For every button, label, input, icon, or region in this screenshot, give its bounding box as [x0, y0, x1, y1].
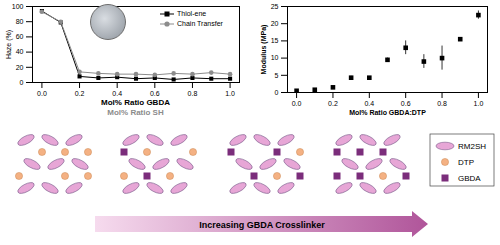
- svg-text:0.4: 0.4: [112, 90, 122, 97]
- svg-text:80: 80: [16, 18, 24, 25]
- svg-text:0.6: 0.6: [150, 90, 160, 97]
- svg-text:0: 0: [20, 79, 24, 86]
- svg-text:0.2: 0.2: [328, 100, 338, 107]
- svg-text:0.6: 0.6: [401, 100, 411, 107]
- svg-text:Increasing GBDA Crosslinker: Increasing GBDA Crosslinker: [199, 220, 325, 230]
- svg-text:60: 60: [16, 33, 24, 40]
- svg-text:Mol% Ratio GBDA:DTP: Mol% Ratio GBDA:DTP: [349, 109, 426, 116]
- svg-text:20: 20: [271, 20, 279, 27]
- html-text:Chain Transfer: Chain Transfer: [177, 20, 223, 27]
- svg-text:100: 100: [12, 3, 24, 10]
- svg-text:5: 5: [275, 72, 279, 79]
- html-text:Thiol-ene: Thiol-ene: [177, 10, 207, 17]
- svg-text:0: 0: [275, 89, 279, 96]
- svg-text:GBDA: GBDA: [458, 174, 481, 183]
- html-text:Mol% Ratio GBDA: Mol% Ratio GBDA: [101, 98, 170, 107]
- svg-text:0.0: 0.0: [37, 90, 47, 97]
- svg-text:10: 10: [271, 54, 279, 61]
- svg-text:0.8: 0.8: [437, 100, 447, 107]
- svg-text:DTP: DTP: [458, 158, 474, 167]
- svg-text:0.4: 0.4: [364, 100, 374, 107]
- svg-text:0.8: 0.8: [188, 90, 198, 97]
- svg-text:Haze (%): Haze (%): [5, 30, 13, 59]
- svg-text:0.0: 0.0: [292, 100, 302, 107]
- svg-text:0.2: 0.2: [75, 90, 85, 97]
- svg-text:40: 40: [16, 48, 24, 55]
- svg-text:Modulus (MPa): Modulus (MPa): [260, 25, 268, 75]
- svg-text:25: 25: [271, 3, 279, 10]
- svg-text:1.0: 1.0: [474, 100, 484, 107]
- svg-text:20: 20: [16, 64, 24, 71]
- svg-text:15: 15: [271, 37, 279, 44]
- svg-text:RM2SH: RM2SH: [458, 142, 486, 151]
- html-text:Mol% Ratio SH: Mol% Ratio SH: [107, 108, 164, 117]
- svg-text:1.0: 1.0: [225, 90, 235, 97]
